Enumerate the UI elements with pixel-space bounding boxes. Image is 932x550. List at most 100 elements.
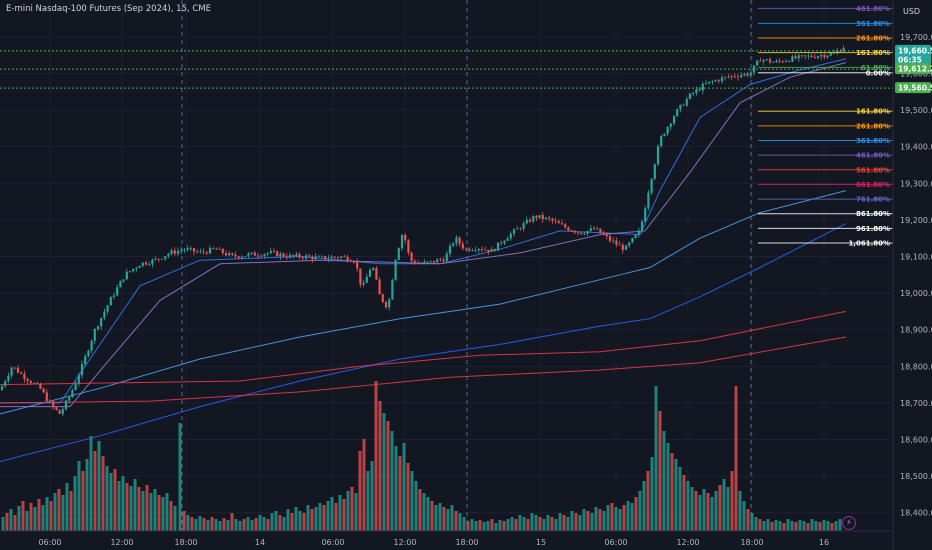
volume-bar (85, 459, 89, 531)
candle-body (132, 268, 135, 272)
candle (20, 370, 23, 375)
candle-body (141, 262, 144, 266)
candle-body (189, 248, 192, 249)
candle (471, 248, 474, 252)
currency-selector[interactable]: USD (903, 7, 921, 16)
volume-bar (282, 517, 286, 531)
volume-bar (442, 507, 446, 531)
volume-bar (290, 513, 294, 531)
volume-bar (534, 515, 538, 531)
volume-bar (714, 491, 718, 531)
candle (298, 252, 301, 260)
candle (637, 227, 640, 238)
volume-bar (466, 521, 470, 531)
candle (368, 267, 372, 278)
candle-body (77, 375, 80, 384)
candle-body (644, 208, 647, 222)
candle-body (378, 279, 381, 295)
price-axis-tick-label: 19,500.00 (900, 106, 932, 115)
candle (292, 254, 295, 259)
candle (215, 247, 218, 250)
candle (285, 253, 288, 260)
candle (359, 268, 362, 288)
fib-level-label: 61.80% (861, 64, 890, 72)
candle-body (26, 379, 29, 382)
candle (109, 296, 112, 306)
candle (682, 103, 685, 106)
candle-body (90, 340, 93, 351)
candle (736, 73, 740, 81)
candle (746, 71, 749, 78)
candle-body (218, 248, 221, 250)
volume-bar (430, 501, 434, 531)
candle (586, 230, 589, 236)
candle-body (413, 260, 416, 264)
candle (333, 256, 336, 259)
candle-body (650, 178, 653, 193)
price-axis-tick-label: 19,000.00 (900, 289, 932, 298)
volume-bar (101, 456, 105, 531)
candle-body (400, 235, 404, 249)
candle (141, 262, 144, 268)
time-axis-tick-label: 18:00 (740, 538, 763, 547)
candle (224, 250, 228, 257)
candle (432, 260, 436, 265)
candle (551, 217, 554, 224)
volume-bar (246, 517, 250, 531)
candle-body (605, 234, 608, 237)
volume-bar (730, 471, 734, 531)
candle-body (170, 250, 173, 254)
candle-body (772, 62, 775, 63)
volume-bar (322, 505, 326, 531)
candle-body (512, 229, 516, 234)
candle-body (384, 301, 388, 308)
volume-bar (390, 431, 394, 531)
volume-bar (394, 446, 398, 531)
price-axis-tick-label: 18,700.00 (900, 399, 932, 408)
candle-body (800, 55, 804, 57)
candle-body (154, 258, 157, 260)
candle-body (583, 233, 586, 235)
candle (704, 79, 708, 85)
candle (112, 292, 116, 300)
candle-body (269, 251, 272, 254)
candle-body (519, 228, 522, 230)
candle (282, 252, 285, 258)
candle-body (356, 262, 359, 269)
volume-bar (710, 497, 714, 531)
candle-body (695, 89, 698, 94)
volume-bar (790, 521, 794, 531)
candle-body (320, 256, 324, 257)
candle (234, 251, 237, 259)
volume-bar (214, 519, 218, 531)
candle (237, 255, 240, 260)
candle-body (669, 123, 672, 127)
candle (231, 252, 234, 257)
candle (116, 284, 119, 297)
lightning-icon[interactable]: ⚡ (842, 516, 856, 530)
candle (336, 256, 340, 260)
candle-body (228, 253, 231, 256)
candle (605, 232, 608, 240)
time-axis-tick-label: 06:00 (321, 538, 344, 547)
candle-body (330, 256, 333, 259)
time-axis-tick-label: 16 (819, 538, 829, 547)
candle (4, 379, 7, 389)
time-axis-tick-label: 06:00 (604, 538, 627, 547)
candle-body (199, 251, 202, 253)
candle (506, 236, 509, 241)
candle (186, 245, 189, 252)
candle-body (749, 72, 752, 76)
candle (250, 252, 253, 256)
volume-bar (190, 517, 194, 531)
volume-bar (81, 471, 85, 531)
candle (77, 372, 80, 387)
candle-body (138, 265, 141, 268)
candle-body (365, 276, 368, 283)
candle-body (538, 215, 541, 218)
candle-body (548, 217, 551, 219)
candle (170, 248, 173, 256)
candle (388, 297, 391, 311)
volume-bar (125, 483, 129, 531)
